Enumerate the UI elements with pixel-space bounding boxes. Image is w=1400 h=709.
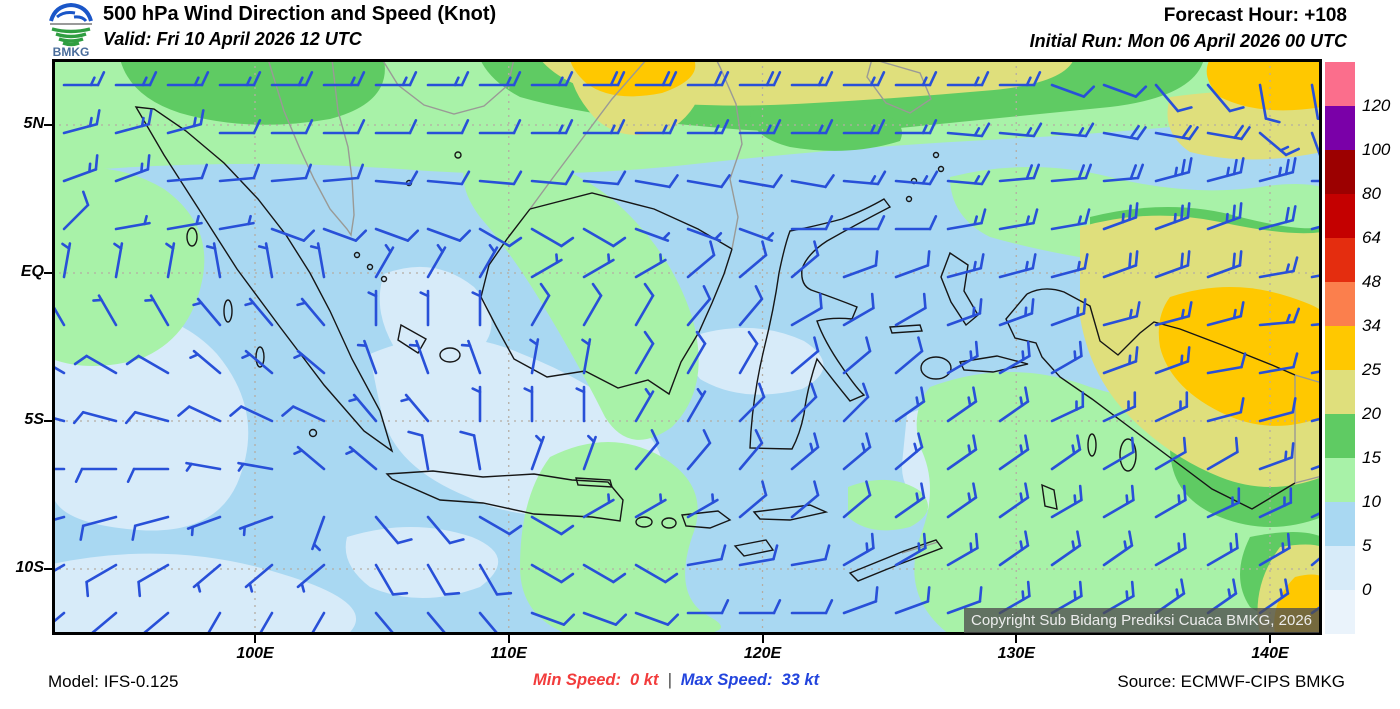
legend-tick-label: 0 xyxy=(1362,580,1372,599)
speed-separator: | xyxy=(667,671,672,689)
source-label: Source: ECMWF-CIPS BMKG xyxy=(1117,672,1345,691)
legend-tick-label: 5 xyxy=(1362,536,1372,555)
legend-tick-label: 80 xyxy=(1362,184,1381,203)
legend-color-block xyxy=(1325,590,1355,634)
logo-text: BMKG xyxy=(53,45,90,58)
lon-tick-label: 130E xyxy=(997,645,1035,662)
legend-tick-label: 100 xyxy=(1362,140,1391,159)
legend-color-block xyxy=(1325,282,1355,326)
lon-tick-label: 100E xyxy=(236,645,274,662)
lat-tick-mark xyxy=(44,272,52,274)
speed-summary: Min Speed: 0 kt | Max Speed: 33 kt xyxy=(533,671,819,690)
lon-tick-mark xyxy=(761,635,764,643)
copyright-overlay: Copyright Sub Bidang Prediksi Cuaca BMKG… xyxy=(963,608,1319,633)
legend-tick-label: 20 xyxy=(1362,404,1381,423)
legend-tick-label: 25 xyxy=(1362,360,1381,379)
initial-run: Initial Run: Mon 06 April 2026 00 UTC xyxy=(1029,31,1347,51)
legend-tick-label: 48 xyxy=(1362,272,1381,291)
lon-tick-mark xyxy=(507,635,510,643)
legend-color-block xyxy=(1325,546,1355,590)
map-border xyxy=(52,59,1322,635)
legend-color-block xyxy=(1325,62,1355,106)
lat-tick-label: 10S xyxy=(15,559,44,576)
lat-tick-mark xyxy=(44,124,52,126)
legend-tick-label: 120 xyxy=(1362,96,1391,115)
forecast-hour: Forecast Hour: +108 xyxy=(1163,5,1347,26)
wind-barbs-layer xyxy=(52,71,1322,635)
lon-tick-label: 120E xyxy=(743,645,782,662)
model-label: Model: IFS-0.125 xyxy=(48,672,179,691)
legend-color-block xyxy=(1325,150,1355,194)
graticule-lines xyxy=(52,59,1322,635)
min-speed-value: 0 kt xyxy=(630,671,659,689)
legend-color-block xyxy=(1325,238,1355,282)
lon-tick-mark xyxy=(1269,635,1271,643)
lat-tick-mark xyxy=(44,420,52,422)
lon-tick-mark xyxy=(1015,635,1018,643)
wind-map-canvas xyxy=(52,59,1322,635)
legend-color-block xyxy=(1325,326,1355,370)
legend-tick-label: 15 xyxy=(1362,448,1381,467)
lat-tick-label: 5N xyxy=(23,115,44,132)
lon-tick-mark xyxy=(254,635,256,643)
legend-tick-label: 64 xyxy=(1362,228,1381,247)
min-speed-label: Min Speed: xyxy=(533,671,622,689)
lat-tick-mark xyxy=(44,568,52,570)
lat-tick-label: EQ xyxy=(20,263,44,280)
legend-color-block xyxy=(1325,458,1355,502)
valid-time: Valid: Fri 10 April 2026 12 UTC xyxy=(103,29,362,49)
legend-color-block xyxy=(1325,370,1355,414)
legend-color-block xyxy=(1325,194,1355,238)
page-title: 500 hPa Wind Direction and Speed (Knot) xyxy=(103,3,497,25)
legend-color-block xyxy=(1325,414,1355,458)
max-speed-label: Max Speed: xyxy=(680,671,773,689)
lat-tick-label: 5S xyxy=(24,411,44,428)
lon-tick-label: 110E xyxy=(490,645,527,662)
bmkg-logo-icon: BMKG xyxy=(49,2,93,58)
wind-map: Copyright Sub Bidang Prediksi Cuaca BMKG… xyxy=(52,59,1322,635)
legend-tick-label: 10 xyxy=(1362,492,1381,511)
legend-tick-label: 34 xyxy=(1362,316,1381,335)
legend-color-block xyxy=(1325,106,1355,150)
lon-tick-label: 140E xyxy=(1251,645,1289,662)
max-speed-value: 33 kt xyxy=(781,671,820,689)
legend-color-block xyxy=(1325,502,1355,546)
